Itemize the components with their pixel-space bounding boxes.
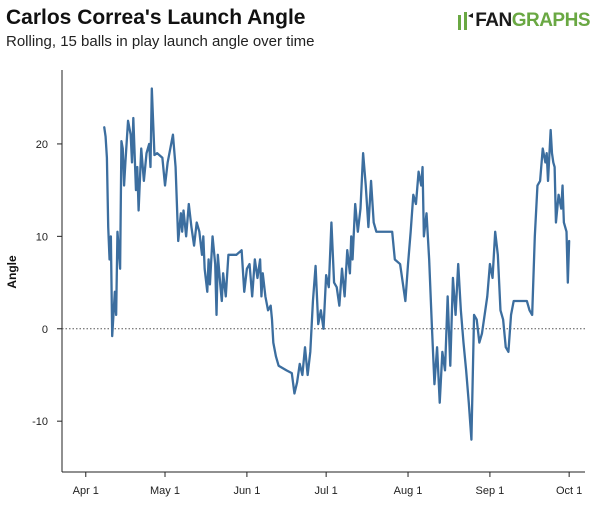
y-tick-label: 20	[36, 139, 48, 151]
chart-subtitle: Rolling, 15 balls in play launch angle o…	[6, 33, 315, 50]
x-tick-label: May 1	[150, 485, 180, 497]
fangraphs-logo: FAN GRAPHS	[458, 10, 591, 32]
y-tick-label: -10	[32, 416, 48, 428]
fangraphs-logo-icon	[458, 12, 474, 30]
x-tick-label: Jul 1	[315, 485, 338, 497]
series-line	[103, 87, 571, 441]
x-tick-label: Apr 1	[73, 485, 99, 497]
chart-title: Carlos Correa's Launch Angle	[6, 6, 306, 29]
x-tick-label: Sep 1	[476, 485, 505, 497]
x-tick-label: Jun 1	[233, 485, 260, 497]
y-tick-label: 0	[42, 324, 48, 336]
y-axis-label: Angle	[5, 255, 19, 289]
x-tick-label: Aug 1	[394, 485, 423, 497]
logo-text-fan: FAN	[475, 10, 512, 31]
y-tick-label: 10	[36, 231, 48, 243]
x-tick-label: Oct 1	[556, 485, 582, 497]
logo-text-graphs: GRAPHS	[511, 10, 591, 31]
